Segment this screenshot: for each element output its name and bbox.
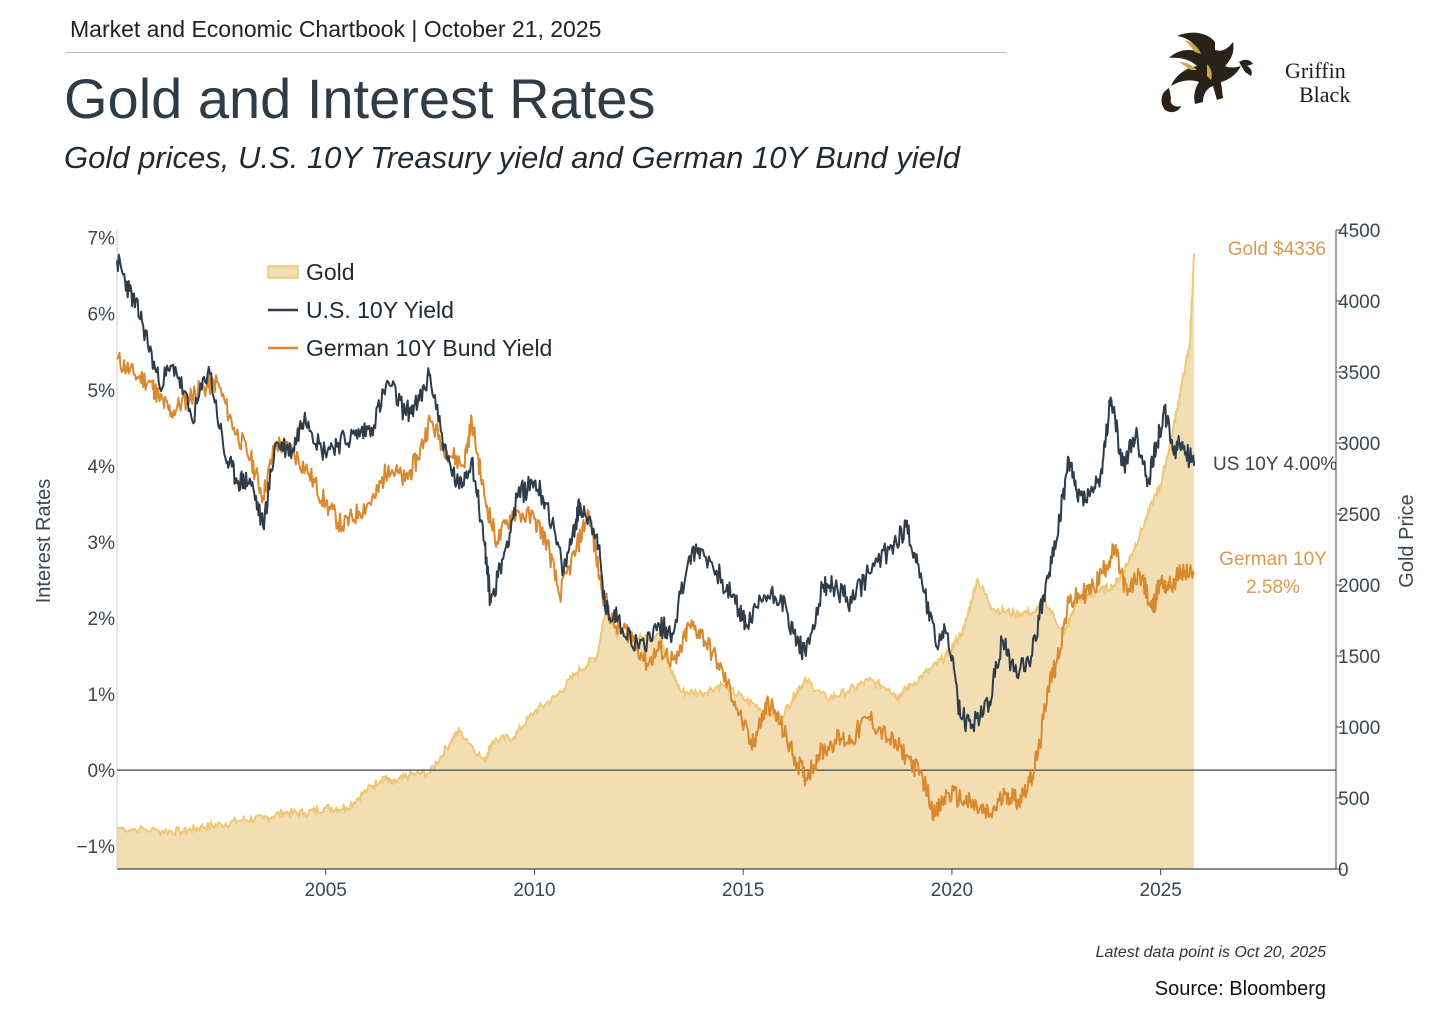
y-left-tick-label: 5%	[88, 381, 116, 402]
tick-labels-layer: 2005 2010 2015 2020 2025 −1% 0% 1% 2% 3% 4% 5% 6% 7% 0…	[33, 221, 1418, 901]
legend-label: Gold	[306, 259, 355, 285]
chartbook-header: Market and Economic Chartbook | October …	[70, 16, 602, 42]
y-right-tick-label: 1500	[1338, 647, 1380, 668]
page-subtitle: Gold prices, U.S. 10Y Treasury yield and…	[64, 140, 961, 175]
logo-line1: Griffin	[1285, 58, 1346, 83]
griffin-gold-accents	[1179, 40, 1212, 80]
header-divider	[66, 52, 1006, 53]
gold-area-layer	[116, 253, 1196, 870]
logo-line2: Black	[1299, 82, 1350, 107]
x-tick-label: 2015	[722, 880, 764, 901]
legend-label: German 10Y Bund Yield	[306, 335, 552, 361]
gold-line	[116, 253, 1196, 837]
griffin-emblem-icon	[1161, 32, 1253, 113]
y-left-tick-label: 2%	[88, 609, 116, 630]
y-right-tick-label: 1000	[1338, 718, 1380, 739]
source-note: Source: Bloomberg	[1154, 978, 1326, 1000]
y-right-tick-label: 500	[1338, 789, 1370, 810]
y-left-tick-label: −1%	[76, 837, 115, 858]
y-left-axis-title: Interest Rates	[33, 479, 55, 604]
y-right-tick-label: 2500	[1338, 505, 1380, 526]
y-left-tick-label: 6%	[88, 305, 116, 326]
page-title: Gold and Interest Rates	[64, 67, 656, 130]
latest-data-note: Latest data point is Oct 20, 2025	[1095, 944, 1326, 961]
x-tick-label: 2010	[513, 880, 555, 901]
legend-label: U.S. 10Y Yield	[306, 297, 454, 323]
x-tick-label: 2020	[931, 880, 973, 901]
y-right-tick-label: 3500	[1338, 363, 1380, 384]
y-left-tick-label: 7%	[88, 229, 116, 250]
x-tick-label: 2005	[305, 880, 347, 901]
annotations-layer: Gold $4336 US 10Y 4.00% German 10Y 2.58%	[1213, 239, 1337, 598]
y-left-tick-label: 1%	[88, 685, 116, 706]
griffin-black-logo: Griffin Black	[1161, 32, 1350, 113]
y-right-tick-label: 0	[1338, 860, 1349, 881]
y-left-tick-label: 4%	[88, 457, 116, 478]
bund-yield-line	[116, 351, 1195, 822]
y-right-tick-label: 4500	[1338, 221, 1380, 242]
legend-swatch-gold	[267, 265, 299, 279]
y-right-tick-label: 3000	[1338, 434, 1380, 455]
yield-lines-layer	[116, 253, 1196, 822]
y-right-tick-label: 2000	[1338, 576, 1380, 597]
us10y-yield-line	[116, 253, 1196, 733]
y-right-axis-title: Gold Price	[1396, 494, 1418, 587]
gold-last-value-label: Gold $4336	[1228, 239, 1326, 260]
axes-layer	[116, 230, 1336, 870]
bund-last-value-label: 2.58%	[1246, 577, 1300, 598]
y-right-tick-label: 4000	[1338, 292, 1380, 313]
us10y-last-value-label: US 10Y 4.00%	[1213, 454, 1337, 475]
legend: Gold U.S. 10Y Yield German 10Y Bund Yield	[267, 259, 552, 361]
x-tick-label: 2025	[1140, 880, 1182, 901]
y-left-tick-label: 0%	[88, 761, 116, 782]
gold-area	[117, 253, 1195, 870]
bund-label: German 10Y	[1219, 549, 1327, 570]
y-left-tick-label: 3%	[88, 533, 116, 554]
